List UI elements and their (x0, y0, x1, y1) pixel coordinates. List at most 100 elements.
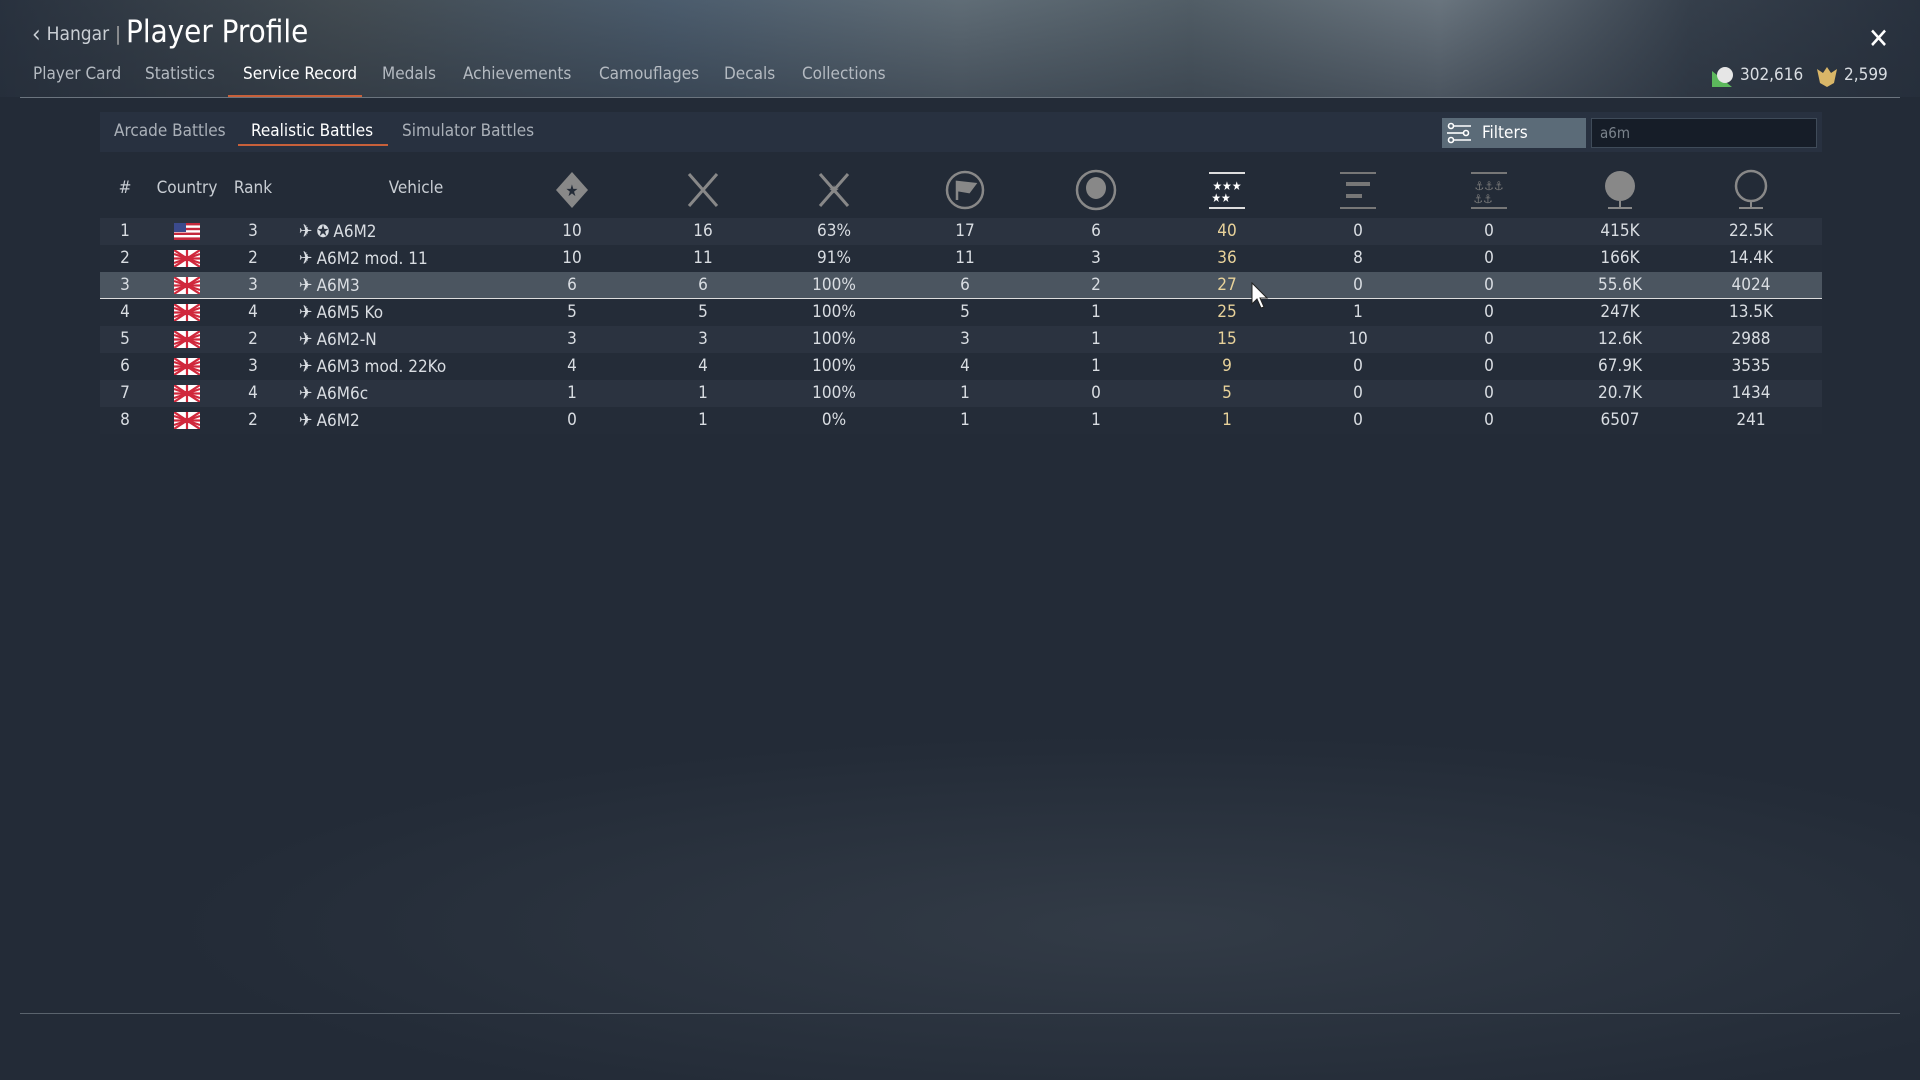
table-row[interactable]: 6 3 ✈ A6M3 mod. 22Ko 4 4 100% 4 1 9 0 0 67.9K 3535 (100, 353, 1822, 380)
tab-realistic-battles[interactable]: Realistic Battles (251, 121, 374, 141)
tab-achievements[interactable]: Achievements (463, 64, 572, 84)
research-points-icon[interactable] (1729, 168, 1773, 212)
table-row[interactable]: 2 2 ✈ A6M2 mod. 11 10 11 91% 11 3 36 8 0 166K 14.4K (100, 245, 1822, 272)
victories-value: 0 (567, 410, 577, 430)
country-flag (173, 384, 201, 407)
deaths-icon[interactable] (1074, 168, 1118, 212)
respawns-icon[interactable] (681, 168, 725, 212)
research-points-value: 241 (1736, 410, 1766, 430)
table-row[interactable]: 4 4 ✈ A6M5 Ko 5 5 100% 5 1 25 1 0 247K 13.5K (100, 299, 1822, 326)
svg-text:⚓⚓: ⚓⚓ (1473, 192, 1492, 206)
victories-value: 10 (562, 221, 582, 241)
silver-lions-earned-value: 6507 (1600, 410, 1640, 430)
win-rate-value: 100% (812, 302, 856, 322)
column-header-rank[interactable]: Rank (233, 178, 273, 198)
respawns-value: 6 (698, 275, 708, 295)
tab-player-card[interactable]: Player Card (33, 64, 122, 84)
flag-japan-icon (173, 357, 201, 376)
ground-targets-value: 0 (1353, 410, 1363, 430)
column-header-country[interactable]: Country (156, 178, 218, 198)
air-targets-value: 1 (1222, 410, 1232, 430)
victories-value: 1 (567, 383, 577, 403)
ground-targets-value: 0 (1353, 356, 1363, 376)
svg-text:★★★: ★★★ (1212, 179, 1241, 193)
missions-value: 5 (960, 302, 970, 322)
naval-targets-value: 0 (1484, 410, 1494, 430)
row-number: 8 (120, 410, 130, 430)
column-header-vehicle[interactable]: Vehicle (388, 178, 444, 198)
silver-lions-earned-value: 55.6K (1597, 275, 1643, 295)
table-row[interactable]: 7 4 ✈ A6M6c 1 1 100% 1 0 5 0 0 20.7K 1434 (100, 380, 1822, 407)
ground-targets-value: 0 (1353, 275, 1363, 295)
win-rate-value: 100% (812, 275, 856, 295)
tab-camouflages[interactable]: Camouflages (599, 64, 700, 84)
fighter-plane-icon: ✈ (299, 302, 313, 323)
rank: 2 (248, 329, 258, 349)
silver-lions-icon (1710, 65, 1734, 94)
table-row[interactable]: 5 2 ✈ A6M2-N 3 3 100% 3 1 15 10 0 12.6K 2988 (100, 326, 1822, 353)
ground-targets-value: 1 (1353, 302, 1363, 322)
missions-value: 4 (960, 356, 970, 376)
ground-targets-value: 10 (1348, 329, 1368, 349)
vehicle-name: A6M3 (316, 275, 360, 296)
vehicle-name: A6M5 Ko (316, 302, 384, 323)
vehicle-name: A6M6c (316, 383, 369, 404)
research-points-value: 3535 (1731, 356, 1771, 376)
separator: | (115, 23, 121, 45)
deaths-value: 2 (1091, 275, 1101, 295)
flag-japan-icon (173, 303, 201, 322)
silver-lions-earned-icon[interactable] (1598, 168, 1642, 212)
win-rate-value: 91% (817, 248, 851, 268)
filters-button[interactable]: Filters (1442, 118, 1586, 148)
deaths-value: 6 (1091, 221, 1101, 241)
win-rate-icon[interactable]: ★ (812, 168, 856, 212)
footer-divider (20, 1013, 1900, 1014)
rank: 4 (248, 302, 258, 322)
svg-text:⚓⚓⚓: ⚓⚓⚓ (1474, 179, 1503, 193)
search-input[interactable] (1591, 118, 1817, 148)
naval-targets-value: 0 (1484, 329, 1494, 349)
sliders-icon (1447, 122, 1471, 144)
silver-lions-earned-value: 67.9K (1597, 356, 1643, 376)
column-header-number[interactable]: # (118, 178, 132, 198)
tab-decals[interactable]: Decals (724, 64, 776, 84)
fighter-plane-icon: ✈ (299, 221, 313, 242)
filters-label: Filters (1482, 123, 1528, 143)
table-row[interactable]: 1 3 ✈ ✪ A6M2 10 16 63% 17 6 40 0 0 415K 22.5K (100, 218, 1822, 245)
tab-collections[interactable]: Collections (802, 64, 886, 84)
close-icon[interactable]: ✕ (1868, 22, 1890, 55)
rank: 3 (248, 356, 258, 376)
flag-japan-icon (173, 411, 201, 430)
tab-arcade-battles[interactable]: Arcade Battles (114, 121, 226, 141)
table-row[interactable]: 8 2 ✈ A6M2 0 1 0% 1 1 1 0 0 6507 241 (100, 407, 1822, 434)
naval-targets-value: 0 (1484, 221, 1494, 241)
win-rate-value: 100% (812, 356, 856, 376)
missions-icon[interactable] (943, 168, 987, 212)
tab-service-record[interactable]: Service Record (243, 64, 358, 84)
naval-targets-icon[interactable]: ⚓⚓⚓⚓⚓ (1467, 168, 1511, 212)
back-button[interactable]: ‹ Hangar | (32, 20, 121, 48)
respawns-value: 4 (698, 356, 708, 376)
naval-targets-value: 0 (1484, 302, 1494, 322)
golden-eagles-balance: 2,599 (1844, 65, 1888, 85)
ground-targets-icon[interactable] (1336, 168, 1380, 212)
air-targets-icon[interactable]: ★★★★★ (1205, 168, 1249, 212)
missions-value: 1 (960, 410, 970, 430)
win-rate-value: 100% (812, 383, 856, 403)
air-targets-value: 25 (1217, 302, 1237, 322)
win-rate-value: 63% (817, 221, 851, 241)
respawns-value: 11 (693, 248, 713, 268)
tab-medals[interactable]: Medals (382, 64, 436, 84)
vehicle-name: A6M2 (333, 221, 377, 242)
country-flag (173, 330, 201, 353)
tab-simulator-battles[interactable]: Simulator Battles (402, 121, 535, 141)
silver-lions-earned-value: 12.6K (1597, 329, 1643, 349)
ground-targets-value: 0 (1353, 221, 1363, 241)
respawns-value: 1 (698, 383, 708, 403)
table-row[interactable]: 3 3 ✈ A6M3 6 6 100% 6 2 27 0 0 55.6K 4024 (100, 272, 1822, 299)
tab-statistics[interactable]: Statistics (145, 64, 215, 84)
silver-lions-earned-value: 247K (1600, 302, 1640, 322)
fighter-plane-icon: ✈ (299, 410, 313, 431)
victories-icon[interactable]: ★ (550, 168, 594, 212)
victories-value: 4 (567, 356, 577, 376)
